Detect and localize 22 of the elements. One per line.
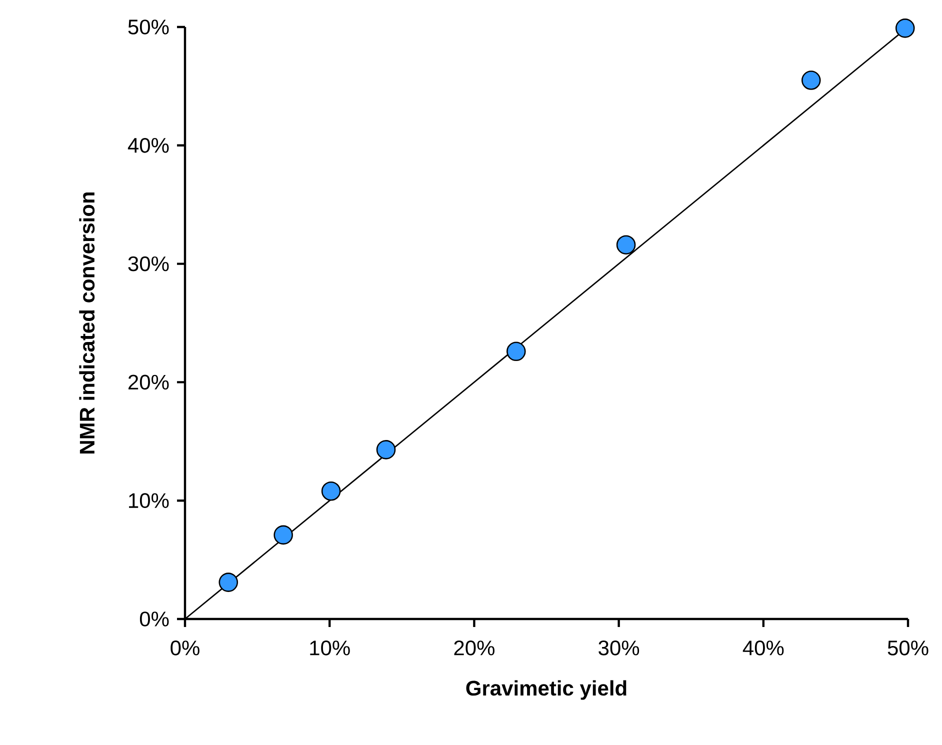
point [274,525,293,545]
x-tick-label: 40% [742,640,784,656]
y-axis-title: NMR indicated conversion [79,192,95,454]
point [801,70,821,90]
y-tick-label: 30% [128,256,169,272]
x-tick-label: 30% [598,640,640,656]
point [376,440,396,460]
y-tick-label: 20% [128,374,169,390]
point [218,572,238,592]
y-tick-label: 10% [129,493,169,508]
x-tick-label: 10% [310,640,350,656]
y-tick-label: 40% [128,138,169,153]
point [321,481,341,501]
point [616,235,636,255]
x-tick-label: 0% [170,640,200,656]
x-axis-title: Gravimetic yield [466,680,626,700]
x-tick-label: 20% [454,640,494,656]
point [506,342,526,362]
point [895,18,915,38]
y-tick-label: 0% [140,612,169,626]
x-tick-label: 50% [888,640,928,656]
y-tick-label: 50% [128,20,169,34]
